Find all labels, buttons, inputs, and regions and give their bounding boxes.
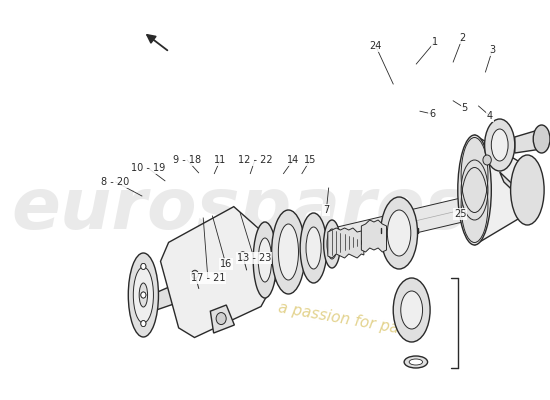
Ellipse shape bbox=[458, 135, 491, 245]
Polygon shape bbox=[170, 193, 485, 290]
Ellipse shape bbox=[401, 291, 422, 329]
Ellipse shape bbox=[404, 356, 427, 368]
Text: 16: 16 bbox=[219, 259, 232, 269]
Text: 6: 6 bbox=[430, 109, 436, 119]
Ellipse shape bbox=[278, 224, 299, 280]
Ellipse shape bbox=[133, 267, 153, 323]
Text: 14: 14 bbox=[287, 155, 299, 165]
Polygon shape bbox=[161, 207, 276, 338]
Ellipse shape bbox=[191, 270, 198, 278]
Text: 4: 4 bbox=[487, 111, 493, 121]
Text: 12 - 22: 12 - 22 bbox=[238, 155, 272, 165]
Text: 13 - 23: 13 - 23 bbox=[236, 253, 271, 263]
Ellipse shape bbox=[381, 197, 417, 269]
Ellipse shape bbox=[139, 283, 147, 307]
Ellipse shape bbox=[485, 119, 515, 171]
Ellipse shape bbox=[253, 222, 277, 298]
Ellipse shape bbox=[306, 227, 321, 269]
Text: eurospares: eurospares bbox=[12, 176, 468, 244]
Ellipse shape bbox=[258, 238, 272, 282]
Ellipse shape bbox=[128, 253, 158, 337]
Ellipse shape bbox=[216, 312, 226, 324]
Polygon shape bbox=[500, 172, 534, 210]
Text: 25: 25 bbox=[454, 209, 466, 219]
Ellipse shape bbox=[141, 264, 146, 270]
Polygon shape bbox=[147, 276, 199, 312]
Polygon shape bbox=[210, 305, 234, 333]
Text: 8 - 20: 8 - 20 bbox=[102, 177, 130, 187]
Text: 2: 2 bbox=[459, 33, 465, 43]
Ellipse shape bbox=[409, 359, 422, 365]
Text: 1: 1 bbox=[432, 37, 438, 47]
Polygon shape bbox=[515, 129, 542, 153]
Text: 5: 5 bbox=[461, 103, 468, 113]
Ellipse shape bbox=[510, 155, 544, 225]
Text: 11: 11 bbox=[214, 155, 227, 165]
Ellipse shape bbox=[141, 292, 146, 298]
Polygon shape bbox=[475, 135, 527, 245]
Ellipse shape bbox=[393, 278, 430, 342]
Text: a passion for parts: a passion for parts bbox=[277, 300, 420, 340]
Ellipse shape bbox=[323, 220, 340, 268]
Ellipse shape bbox=[141, 320, 146, 326]
Text: 10 - 19: 10 - 19 bbox=[131, 163, 165, 173]
Polygon shape bbox=[361, 220, 387, 252]
Text: 7: 7 bbox=[323, 205, 329, 215]
Ellipse shape bbox=[300, 213, 327, 283]
Ellipse shape bbox=[141, 320, 146, 326]
Polygon shape bbox=[328, 228, 364, 258]
Ellipse shape bbox=[141, 264, 146, 270]
Text: 15: 15 bbox=[304, 155, 316, 165]
Ellipse shape bbox=[387, 210, 411, 256]
Ellipse shape bbox=[141, 292, 146, 298]
Ellipse shape bbox=[534, 125, 550, 153]
Text: 24: 24 bbox=[370, 41, 382, 51]
Text: 17 - 21: 17 - 21 bbox=[191, 273, 225, 283]
Ellipse shape bbox=[272, 210, 305, 294]
Text: 9 - 18: 9 - 18 bbox=[173, 155, 201, 165]
Ellipse shape bbox=[483, 155, 491, 165]
Ellipse shape bbox=[327, 229, 337, 259]
Ellipse shape bbox=[491, 129, 508, 161]
Text: 3: 3 bbox=[490, 45, 496, 55]
Ellipse shape bbox=[239, 252, 246, 260]
